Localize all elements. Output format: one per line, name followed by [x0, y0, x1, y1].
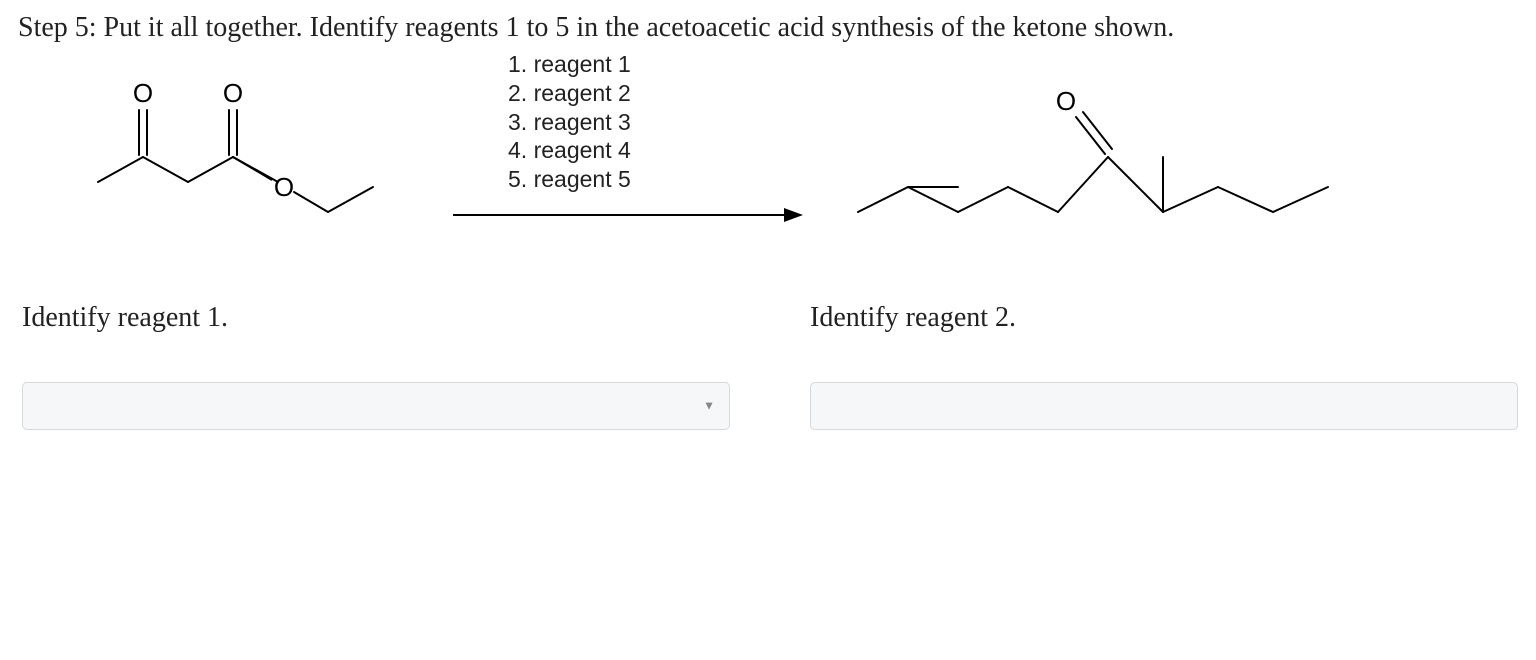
reaction-scheme: O O O 1. reagent 1 2. reagent 2 3. reage…: [18, 62, 1518, 262]
reaction-arrow: [448, 200, 808, 230]
reagent-line-1: 1. reagent 1: [508, 50, 631, 79]
question-2-label: Identify reagent 2.: [810, 302, 1518, 334]
starting-material-structure: O O O: [58, 62, 438, 262]
product-structure: O: [818, 62, 1378, 262]
oxygen-label: O: [274, 172, 294, 202]
question-1-label: Identify reagent 1.: [22, 302, 730, 334]
question-row: Identify reagent 1. ▼ Identify reagent 2…: [18, 302, 1518, 430]
question-2-column: Identify reagent 2.: [810, 302, 1518, 430]
step-heading: Step 5: Put it all together. Identify re…: [18, 12, 1518, 44]
reagent-1-select[interactable]: ▼: [22, 382, 730, 430]
oxygen-label: O: [1056, 86, 1076, 116]
reagent-list: 1. reagent 1 2. reagent 2 3. reagent 3 4…: [508, 50, 631, 194]
reagent-line-2: 2. reagent 2: [508, 79, 631, 108]
question-1-column: Identify reagent 1. ▼: [22, 302, 730, 430]
chevron-down-icon: ▼: [703, 399, 715, 414]
oxygen-label: O: [223, 78, 243, 108]
reagent-line-4: 4. reagent 4: [508, 136, 631, 165]
reagent-line-5: 5. reagent 5: [508, 165, 631, 194]
reagent-line-3: 3. reagent 3: [508, 108, 631, 137]
reaction-arrow-block: 1. reagent 1 2. reagent 2 3. reagent 3 4…: [448, 50, 808, 230]
oxygen-label: O: [133, 78, 153, 108]
reagent-2-select[interactable]: [810, 382, 1518, 430]
